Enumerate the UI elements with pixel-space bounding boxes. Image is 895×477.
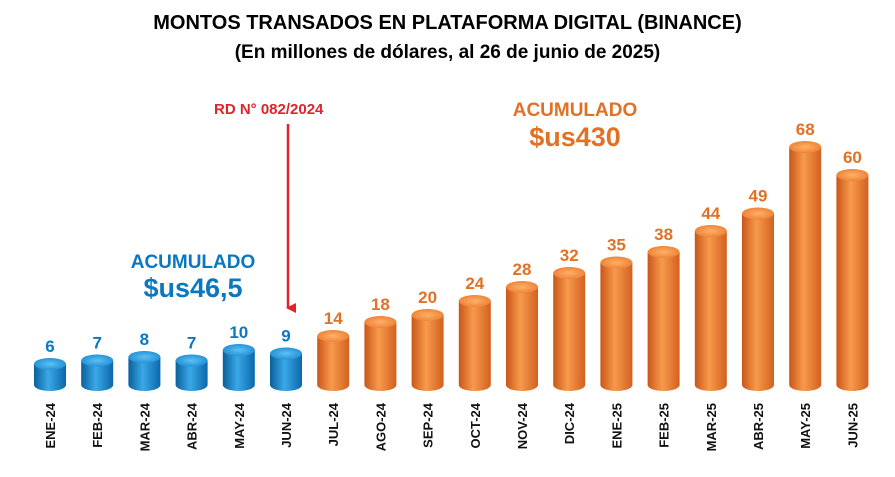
- bar-top: [81, 354, 114, 367]
- data-label-ene-25: 35: [607, 236, 626, 255]
- bar-top: [34, 358, 66, 370]
- data-label-jul-24: 14: [324, 309, 343, 328]
- bar-body: [600, 262, 633, 392]
- bar-top: [270, 347, 302, 360]
- bar-may-25: [789, 141, 822, 392]
- data-label-mar-25: 44: [701, 204, 720, 223]
- bar-top: [175, 354, 208, 367]
- bar-top: [789, 141, 822, 153]
- bar-body: [836, 175, 869, 392]
- x-tick-label-abr-24: ABR-24: [185, 402, 200, 450]
- bar-top: [317, 330, 350, 342]
- bar-top: [742, 207, 774, 220]
- x-tick-label-jun-24: JUN-24: [279, 402, 294, 448]
- bar-jun-24: [270, 347, 302, 391]
- rd-annotation: RD N° 082/2024: [214, 101, 324, 118]
- bar-abr-25: [742, 207, 774, 391]
- bar-top: [647, 246, 680, 258]
- bar-body: [553, 273, 586, 392]
- bar-ago-24: [364, 316, 397, 392]
- data-label-ago-24: 18: [371, 295, 390, 314]
- x-tick-label-jul-24: JUL-24: [326, 402, 341, 446]
- bar-feb-25: [647, 246, 680, 392]
- bar-body: [411, 315, 444, 392]
- x-tick-label-feb-25: FEB-25: [657, 403, 672, 448]
- bar-body: [222, 350, 255, 392]
- bar-dic-24: [553, 267, 586, 392]
- bar-body: [128, 357, 161, 392]
- data-label-feb-25: 38: [654, 225, 673, 244]
- bar-top: [694, 225, 727, 237]
- bar-body: [506, 287, 538, 391]
- data-label-may-24: 10: [229, 323, 248, 342]
- bar-may-24: [222, 344, 255, 392]
- accumulated-after-value: $us430: [529, 122, 621, 152]
- data-label-nov-24: 28: [513, 260, 532, 279]
- bar-top: [553, 267, 586, 279]
- data-label-ene-24: 6: [45, 337, 54, 356]
- chart-subtitle: (En millones de dólares, al 26 de junio …: [234, 42, 661, 63]
- bar-top: [128, 351, 161, 363]
- x-tick-label-may-25: MAY-25: [798, 403, 813, 449]
- data-label-sep-24: 20: [418, 288, 437, 307]
- bar-ene-24: [34, 358, 66, 391]
- data-label-jun-24: 9: [281, 327, 290, 346]
- x-tick-label-oct-24: OCT-24: [468, 402, 483, 448]
- x-tick-label-abr-25: ABR-25: [751, 403, 766, 450]
- x-tick-label-sep-24: SEP-24: [421, 402, 436, 448]
- x-tick-label-nov-24: NOV-24: [515, 402, 530, 449]
- x-tick-label-ene-24: ENE-24: [43, 402, 58, 448]
- data-label-dic-24: 32: [560, 246, 579, 265]
- x-tick-label-ago-24: AGO-24: [373, 402, 388, 451]
- x-tick-label-jun-25: JUN-25: [845, 403, 860, 448]
- bar-jun-25: [836, 169, 869, 392]
- bar-top: [506, 281, 538, 293]
- data-label-abr-25: 49: [749, 187, 768, 206]
- bar-top: [222, 344, 255, 356]
- data-label-feb-24: 7: [92, 334, 101, 353]
- accumulated-before-label: ACUMULADO: [130, 252, 256, 273]
- bar-top: [411, 309, 444, 321]
- bar-oct-24: [458, 295, 491, 392]
- bar-body: [647, 252, 680, 392]
- x-tick-label-mar-25: MAR-25: [704, 403, 719, 451]
- bar-sep-24: [411, 309, 444, 392]
- accumulated-after-label: ACUMULADO: [512, 100, 638, 121]
- bar-body: [270, 353, 302, 391]
- bar-body: [789, 147, 822, 392]
- bar-body: [317, 336, 350, 392]
- data-label-oct-24: 24: [465, 274, 484, 293]
- bar-mar-25: [694, 225, 727, 392]
- bar-body: [742, 213, 774, 391]
- chart-title: MONTOS TRANSADOS EN PLATAFORMA DIGITAL (…: [153, 12, 742, 34]
- x-tick-label-feb-24: FEB-24: [90, 402, 105, 448]
- bar-body: [175, 360, 208, 392]
- x-tick-label-mar-24: MAR-24: [137, 402, 152, 451]
- bar-top: [364, 316, 397, 328]
- bar-nov-24: [506, 281, 538, 391]
- bar-body: [34, 364, 66, 391]
- bar-top: [600, 256, 633, 269]
- bar-body: [81, 360, 114, 392]
- bar-body: [458, 301, 491, 392]
- data-label-jun-25: 60: [843, 148, 862, 167]
- bar-jul-24: [317, 330, 350, 392]
- data-label-abr-24: 7: [187, 334, 196, 353]
- accumulated-before-value: $us46,5: [143, 273, 243, 303]
- bar-top: [458, 295, 491, 307]
- data-label-mar-24: 8: [140, 330, 149, 349]
- data-label-may-25: 68: [796, 120, 815, 139]
- x-tick-label-may-24: MAY-24: [232, 402, 247, 449]
- x-tick-label-ene-25: ENE-25: [609, 403, 624, 449]
- x-tick-label-dic-24: DIC-24: [562, 402, 577, 444]
- bar-ene-25: [600, 256, 633, 392]
- bar-body: [694, 231, 727, 392]
- bar-feb-24: [81, 354, 114, 392]
- bar-mar-24: [128, 351, 161, 392]
- bar-top: [836, 169, 869, 181]
- bar-body: [364, 322, 397, 392]
- bar-abr-24: [175, 354, 208, 392]
